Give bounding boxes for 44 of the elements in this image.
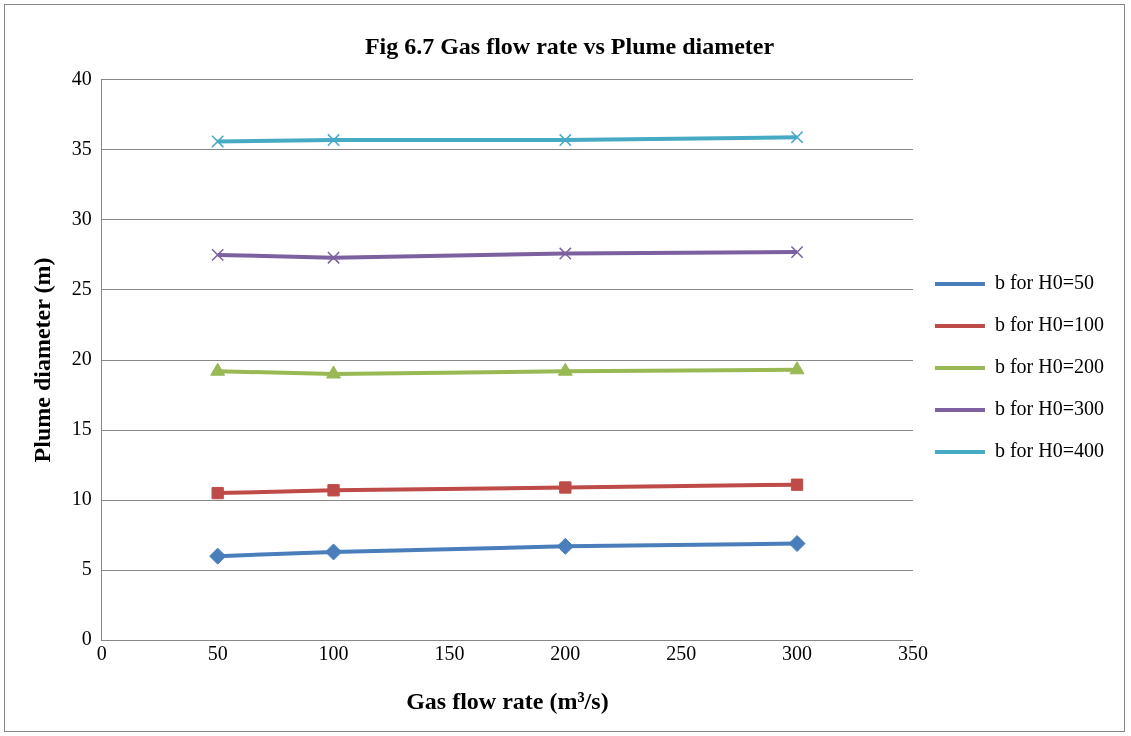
x-tick-label: 350	[897, 642, 928, 665]
chart-title: Fig 6.7 Gas flow rate vs Plume diameter	[364, 32, 775, 59]
point	[790, 245, 804, 259]
point	[788, 535, 806, 553]
legend-label: b for H0=300	[994, 397, 1104, 420]
x-tick-label: 0	[96, 642, 107, 665]
y-tick-label: 35	[71, 137, 92, 160]
y-tick-label: 25	[71, 277, 92, 300]
legend-label: b for H0=400	[994, 439, 1104, 462]
y-tick-label: 5	[81, 557, 92, 580]
legend-label: b for H0=50	[994, 271, 1094, 294]
point	[327, 484, 340, 497]
point	[211, 486, 224, 500]
point	[327, 251, 340, 265]
point	[559, 481, 572, 494]
y-axis-title: Plume diameter (m)	[28, 257, 55, 463]
x-tick-label: 300	[782, 642, 813, 665]
point	[211, 135, 225, 148]
point	[325, 543, 343, 561]
point	[556, 537, 574, 555]
x-tick-label: 200	[550, 642, 581, 665]
x-tick-label: 100	[318, 642, 349, 665]
point	[211, 248, 225, 262]
point	[327, 133, 340, 147]
y-tick-label: 10	[71, 487, 92, 510]
x-axis-title: Gas flow rate (m³/s)	[406, 687, 609, 714]
y-tick-label: 20	[71, 347, 92, 370]
y-tick-label: 0	[81, 627, 92, 650]
y-tick-label: 40	[71, 67, 92, 90]
point	[789, 361, 805, 375]
point	[558, 133, 572, 147]
y-tick-label: 15	[71, 417, 92, 440]
legend-label: b for H0=200	[994, 355, 1104, 378]
point	[790, 478, 804, 491]
point	[790, 130, 804, 144]
y-tick-label: 30	[71, 207, 92, 230]
x-tick-label: 50	[207, 642, 228, 665]
x-tick-label: 250	[666, 642, 697, 665]
x-tick-label: 150	[434, 642, 465, 665]
point	[210, 362, 226, 376]
legend-label: b for H0=100	[994, 313, 1104, 336]
point	[558, 247, 572, 260]
point	[326, 365, 341, 379]
point	[557, 362, 573, 376]
